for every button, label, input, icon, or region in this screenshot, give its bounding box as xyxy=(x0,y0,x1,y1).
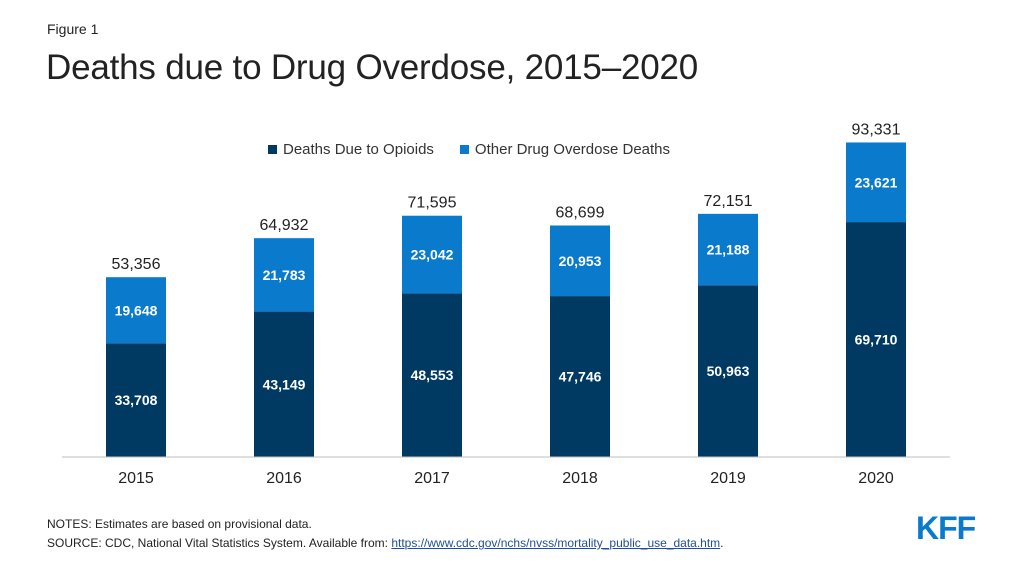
bar-other-2019 xyxy=(698,213,758,286)
notes-text: NOTES: Estimates are based on provisiona… xyxy=(47,517,312,531)
bar-other-2015 xyxy=(106,277,166,344)
bar-opioids-2018 xyxy=(550,296,610,457)
bar-opioids-2019 xyxy=(698,285,758,457)
stacked-bar-chart: 33,708 19,648 53,356 2015 43,149 21,783 64,932… xyxy=(62,121,950,487)
bar-other-2020 xyxy=(846,142,906,223)
data-label-other-2020: 23,621 xyxy=(855,174,898,190)
data-label-opioids-2020: 69,710 xyxy=(855,332,898,348)
source-suffix: . xyxy=(720,536,724,550)
x-tick-label-2015: 2015 xyxy=(118,470,154,487)
total-label-2018: 68,699 xyxy=(556,204,605,221)
data-label-other-2017: 23,042 xyxy=(411,247,454,263)
total-label-2015: 53,356 xyxy=(112,256,161,273)
source-link[interactable]: https://www.cdc.gov/nchs/nvss/mortality_… xyxy=(391,536,721,550)
total-label-2017: 71,595 xyxy=(408,195,457,212)
x-tick-label-2018: 2018 xyxy=(562,470,598,487)
bar-other-2016 xyxy=(254,238,314,312)
x-tick-label-2020: 2020 xyxy=(858,470,894,487)
legend-swatch-opioids xyxy=(268,145,277,154)
x-tick-label-2017: 2017 xyxy=(414,470,450,487)
legend-label-opioids: Deaths Due to Opioids xyxy=(283,141,434,158)
total-label-2020: 93,331 xyxy=(852,121,901,138)
data-label-opioids-2019: 50,963 xyxy=(707,363,750,379)
data-label-opioids-2016: 43,149 xyxy=(263,376,306,392)
data-label-opioids-2018: 47,746 xyxy=(559,369,602,385)
data-label-opioids-2017: 48,553 xyxy=(411,367,454,383)
source-prefix: SOURCE: CDC, National Vital Statistics S… xyxy=(47,536,392,550)
bar-opioids-2016 xyxy=(254,311,314,457)
bar-opioids-2015 xyxy=(106,343,166,457)
x-tick-label-2016: 2016 xyxy=(266,470,302,487)
data-label-other-2016: 21,783 xyxy=(263,267,306,283)
source-line: SOURCE: CDC, National Vital Statistics S… xyxy=(47,534,724,553)
bar-other-2017 xyxy=(402,215,462,294)
bar-other-2018 xyxy=(550,225,610,297)
data-label-other-2019: 21,188 xyxy=(707,242,750,258)
footnotes: NOTES: Estimates are based on provisiona… xyxy=(47,515,724,553)
x-tick-label-2019: 2019 xyxy=(710,470,746,487)
bar-opioids-2017 xyxy=(402,293,462,457)
figure-label: Figure 1 xyxy=(47,21,99,37)
data-label-opioids-2015: 33,708 xyxy=(115,392,158,408)
kff-logo: KFF xyxy=(916,510,976,546)
legend-label-other: Other Drug Overdose Deaths xyxy=(474,141,671,158)
total-label-2019: 72,151 xyxy=(704,193,753,210)
data-label-other-2018: 20,953 xyxy=(559,253,602,269)
data-label-other-2015: 19,648 xyxy=(115,302,158,318)
chart-title: Deaths due to Drug Overdose, 2015–2020 xyxy=(46,48,699,87)
legend-item-opioids: Deaths Due to Opioids xyxy=(268,141,434,158)
bar-opioids-2020 xyxy=(846,222,906,457)
legend-swatch-other xyxy=(459,145,469,154)
chart-legend: Deaths Due to Opioids Other Drug Overdos… xyxy=(268,141,696,158)
legend-item-other: Other Drug Overdose Deaths xyxy=(459,141,671,158)
total-label-2016: 64,932 xyxy=(260,217,309,234)
